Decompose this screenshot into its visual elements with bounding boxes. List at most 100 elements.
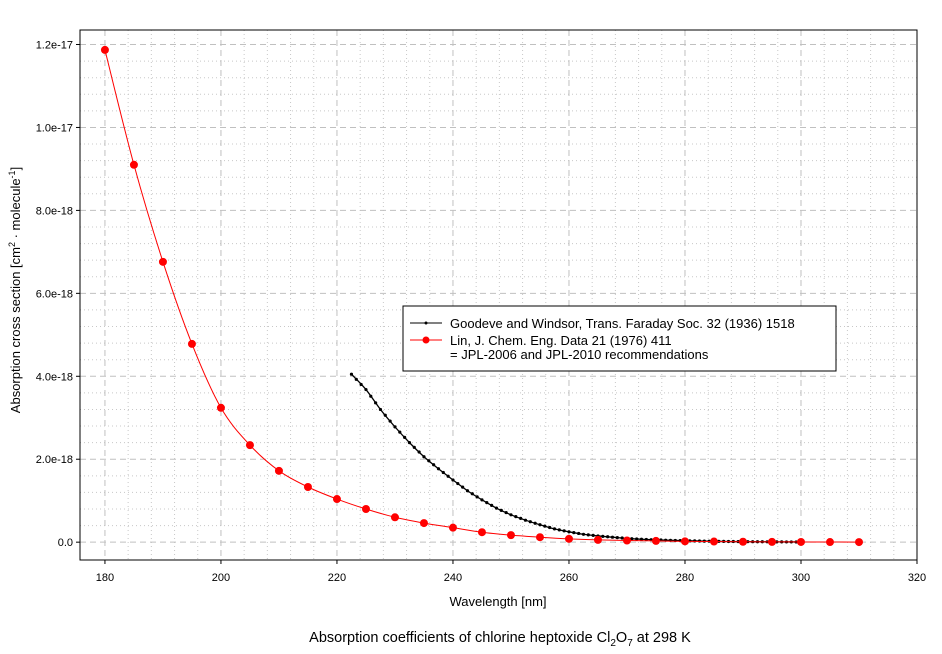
legend-marker-lin	[422, 336, 430, 344]
data-point	[494, 506, 499, 510]
data-point	[216, 403, 225, 412]
legend-label-goodeve: Goodeve and Windsor, Trans. Faraday Soc.…	[450, 316, 795, 331]
data-point	[374, 401, 378, 405]
data-point	[499, 508, 503, 512]
y-tick-label: 4.0e-18	[36, 371, 73, 383]
y-tick-label: 8.0e-18	[36, 205, 73, 217]
data-point	[620, 536, 624, 540]
data-point	[564, 534, 573, 543]
data-point	[383, 413, 387, 417]
data-point	[514, 514, 518, 519]
data-point	[635, 537, 639, 541]
data-point	[364, 387, 368, 392]
data-point	[581, 532, 586, 536]
x-tick-label: 220	[328, 572, 346, 584]
y-tick-label: 1.0e-17	[36, 122, 73, 134]
x-tick-label: 180	[96, 572, 114, 584]
series-line-1	[104, 49, 859, 543]
data-point	[359, 382, 363, 387]
data-point	[427, 459, 431, 463]
data-point	[349, 372, 354, 376]
data-point	[441, 470, 445, 475]
data-point	[187, 339, 196, 348]
data-point	[523, 518, 528, 522]
data-point	[738, 537, 747, 546]
data-point	[436, 467, 441, 471]
data-point	[606, 535, 610, 539]
data-point	[100, 45, 109, 54]
data-point	[354, 377, 358, 381]
data-point	[601, 534, 605, 538]
legend-marker-goodeve	[424, 321, 428, 325]
x-axis-label: Wavelength [nm]	[449, 594, 546, 609]
data-point	[548, 525, 552, 530]
data-point	[417, 450, 421, 454]
legend-label-lin: Lin, J. Chem. Eng. Data 21 (1976) 411	[450, 333, 672, 348]
data-point	[412, 445, 416, 449]
series-layer	[100, 45, 863, 547]
data-point	[577, 531, 581, 536]
y-tick-label: 2.0e-18	[36, 454, 73, 466]
x-tick-label: 240	[444, 572, 462, 584]
data-point	[393, 425, 397, 429]
data-point	[303, 483, 312, 492]
data-point	[519, 516, 523, 520]
data-point	[767, 537, 776, 546]
x-tick-label: 260	[560, 572, 578, 584]
data-point	[615, 536, 619, 540]
data-point	[533, 521, 537, 525]
data-point	[538, 523, 542, 527]
data-point	[644, 537, 648, 542]
data-point	[543, 524, 547, 528]
data-point	[709, 537, 718, 546]
legend-label-lin-line2: = JPL-2006 and JPL-2010 recommendations	[450, 347, 709, 362]
data-point	[506, 531, 515, 540]
data-point	[470, 492, 474, 496]
data-point	[432, 463, 436, 467]
y-tick-label: 0.0	[58, 537, 73, 549]
data-point	[639, 537, 644, 541]
data-point	[369, 394, 373, 398]
data-point	[485, 501, 489, 505]
data-point	[129, 160, 138, 169]
data-point	[461, 485, 465, 489]
data-point	[504, 510, 508, 515]
data-point	[480, 498, 484, 502]
x-tick-label: 320	[908, 572, 926, 584]
data-point	[158, 257, 167, 266]
data-point	[622, 536, 631, 545]
data-point	[567, 530, 571, 534]
data-point	[390, 513, 399, 522]
grid	[80, 30, 917, 560]
data-point	[825, 538, 834, 547]
axis-ticks: 180 200 220 240 260 280 300 320 0.0 2.0e-18 4.0e-1…	[36, 40, 926, 584]
y-tick-label: 6.0e-18	[36, 288, 73, 300]
data-point	[332, 495, 341, 504]
chart-title: Absorption coefficients of chlorine hept…	[309, 630, 691, 649]
plot-frame	[79, 29, 918, 561]
data-point	[591, 533, 595, 537]
data-point	[552, 527, 557, 531]
legend: Goodeve and Windsor, Trans. Faraday Soc.…	[402, 305, 837, 372]
data-point	[562, 529, 566, 533]
data-point	[446, 474, 450, 478]
data-point	[378, 407, 383, 412]
series-line-0	[350, 373, 801, 543]
y-axis-label: Absorption cross section [cm2 · molecule…	[7, 167, 23, 413]
data-point	[419, 519, 428, 528]
data-point	[651, 536, 660, 545]
data-point	[593, 535, 602, 544]
data-point	[245, 441, 254, 450]
data-point	[535, 533, 544, 542]
x-tick-label: 280	[676, 572, 694, 584]
data-point	[572, 531, 576, 535]
data-point	[388, 419, 392, 423]
data-point	[680, 537, 689, 546]
x-tick-label: 300	[792, 572, 810, 584]
data-point	[509, 513, 513, 517]
data-point	[630, 537, 634, 541]
data-point	[465, 489, 470, 493]
y-tick-label: 1.2e-17	[36, 40, 73, 52]
